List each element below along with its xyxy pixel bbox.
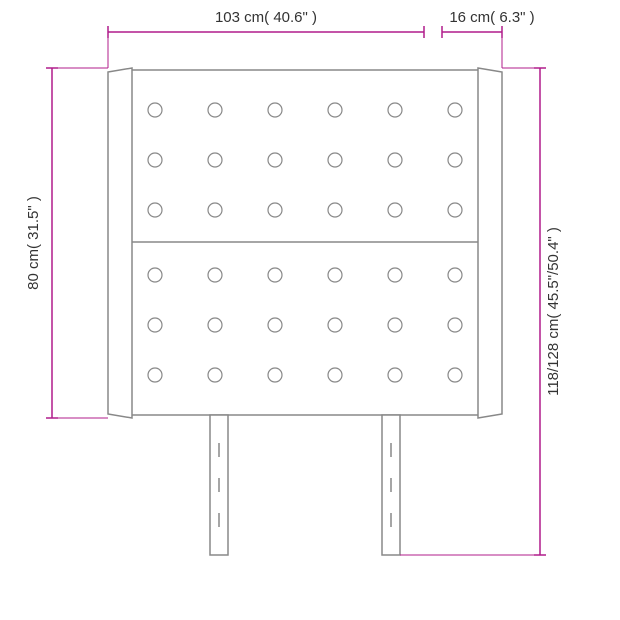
dim-width-label: 103 cm( 40.6" ) <box>215 9 317 26</box>
leg-left <box>210 415 228 555</box>
dimension-line-h <box>442 26 502 38</box>
dim-height-right-label: 118/128 cm( 45.5"/50.4" ) <box>545 227 562 396</box>
side-wing-left <box>108 68 132 418</box>
dimension-line-h <box>108 26 424 38</box>
side-wing-right <box>478 68 502 418</box>
dimension-diagram: 103 cm( 40.6" ) 16 cm( 6.3" ) 80 cm( 31.5"… <box>0 0 620 620</box>
dim-height-left-label: 80 cm( 31.5" ) <box>25 196 42 290</box>
dimension-line-v <box>46 68 58 418</box>
leg-right <box>382 415 400 555</box>
dim-depth-label: 16 cm( 6.3" ) <box>449 9 534 26</box>
